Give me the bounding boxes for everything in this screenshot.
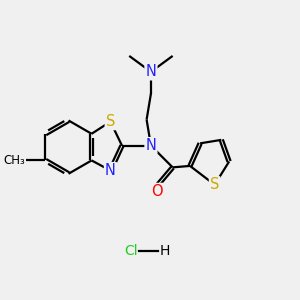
Text: N: N <box>105 163 116 178</box>
Text: H: H <box>160 244 170 258</box>
Text: Cl: Cl <box>124 244 138 258</box>
Text: S: S <box>106 114 115 129</box>
Text: O: O <box>151 184 163 199</box>
Text: S: S <box>210 177 219 192</box>
Text: N: N <box>146 64 156 79</box>
Text: N: N <box>146 138 156 153</box>
Text: CH₃: CH₃ <box>3 154 25 167</box>
